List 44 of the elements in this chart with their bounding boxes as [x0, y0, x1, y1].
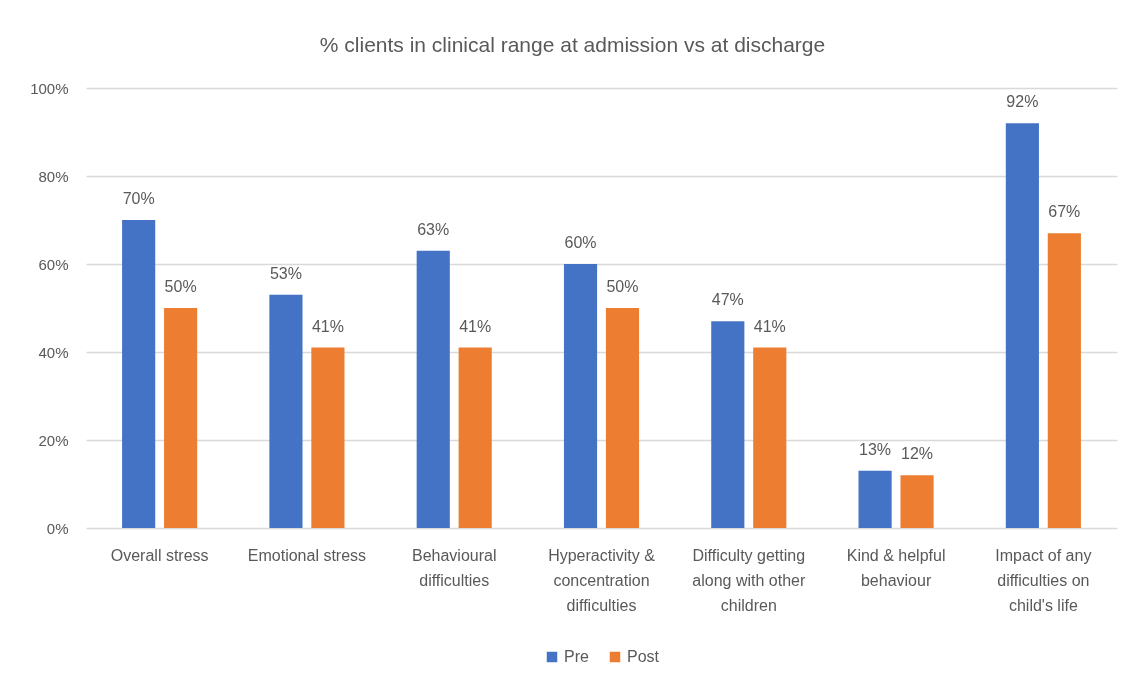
x-tick-label: Overall stress [110, 546, 209, 564]
y-tick-label: 0% [46, 519, 69, 537]
data-label: 60% [564, 234, 597, 251]
bar [164, 308, 198, 528]
data-label: 12% [901, 445, 934, 463]
bar [563, 264, 598, 528]
chart-title: % clients in clinical range at admission vs at discharge [319, 33, 826, 56]
bar [1047, 233, 1081, 528]
legend-label: Post [627, 648, 660, 665]
x-tick-label: Hyperactivity & concentration difficulties [548, 546, 656, 614]
data-label: 70% [122, 190, 155, 207]
bar [711, 321, 745, 528]
y-tick-label: 40% [38, 343, 69, 361]
bar [416, 250, 450, 528]
data-label: 41% [753, 317, 786, 335]
y-tick-label: 60% [38, 255, 69, 273]
data-label: 41% [311, 317, 344, 335]
bar [753, 347, 787, 528]
x-tick-label: Kind & helpful behaviour [846, 546, 946, 589]
bar [122, 220, 156, 528]
data-label: 50% [164, 278, 197, 295]
y-tick-label: 80% [38, 167, 69, 185]
x-tick-label: Emotional stress [247, 546, 367, 564]
bar [605, 308, 640, 528]
data-label: 50% [606, 278, 639, 295]
y-tick-label: 20% [38, 431, 69, 449]
bar [269, 294, 303, 528]
bar [458, 347, 492, 528]
bar [900, 475, 934, 528]
data-label: 41% [459, 317, 492, 335]
x-tick-label: Impact of any difficulties on child's life [995, 546, 1092, 614]
x-tick-label: Behavioural difficulties [411, 546, 497, 589]
y-tick-label: 100% [30, 79, 69, 97]
bar [1005, 123, 1039, 528]
bar [311, 347, 345, 528]
data-label: 47% [711, 291, 744, 309]
data-label: 63% [417, 220, 450, 238]
data-label: 13% [859, 440, 892, 458]
data-label: 67% [1048, 203, 1081, 221]
bar [858, 470, 892, 528]
data-label: 92% [1006, 93, 1039, 111]
data-label: 53% [269, 264, 302, 282]
x-tick-label: Difficulty getting along with other children [692, 546, 806, 614]
legend-label: Pre [564, 648, 589, 665]
